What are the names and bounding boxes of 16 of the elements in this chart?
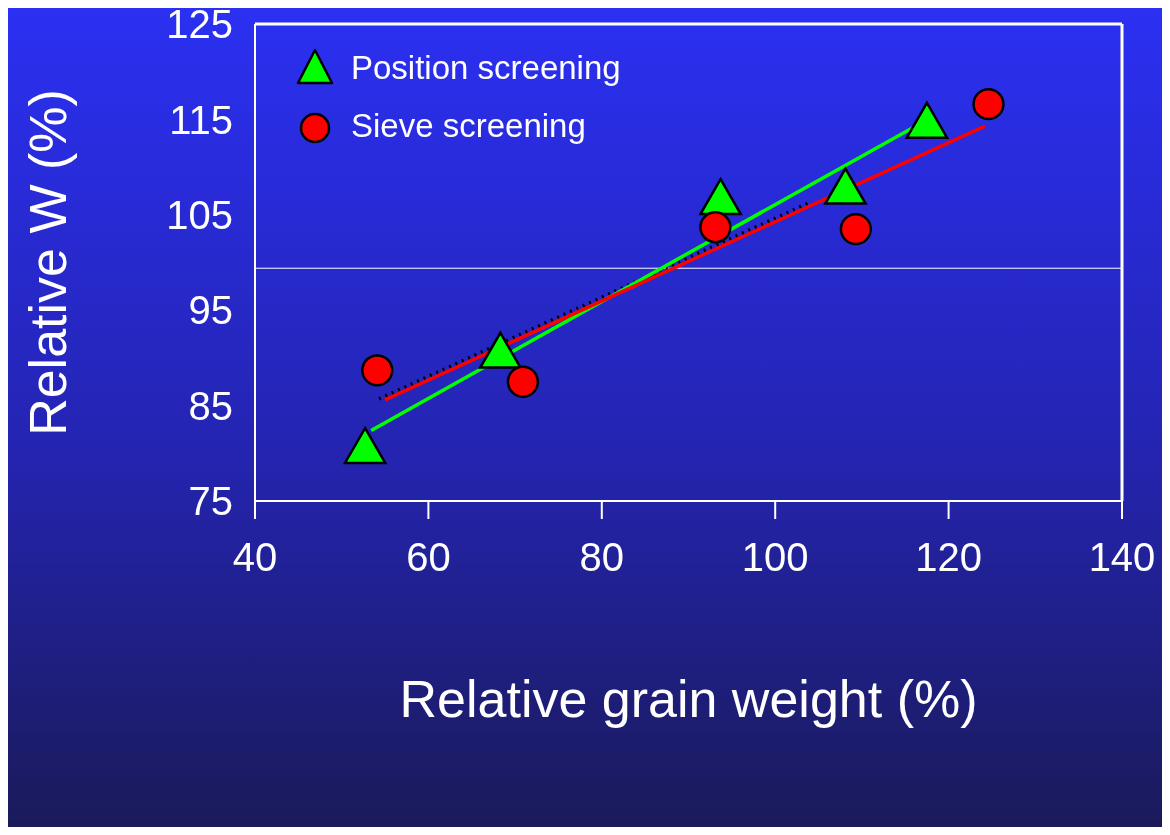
x-tick-label: 80 — [579, 535, 625, 580]
y-tick-label: 105 — [166, 193, 233, 237]
y-tick-label: 125 — [166, 2, 233, 47]
x-tick-label: 120 — [915, 535, 982, 580]
y-axis-title: Relative W (%) — [19, 89, 78, 436]
x-tick-label: 60 — [406, 535, 451, 580]
y-tick-label: 75 — [188, 479, 233, 524]
legend-label: Position screening — [351, 49, 621, 87]
x-tick-label: 40 — [232, 535, 278, 580]
x-tick-label: 140 — [1088, 535, 1156, 580]
y-tick-label: 95 — [188, 288, 233, 333]
y-tick-label: 85 — [188, 383, 233, 428]
x-axis-title: Relative grain weight (%) — [399, 670, 978, 728]
y-tick-label: 115 — [169, 97, 233, 142]
x-tick-label: 100 — [741, 535, 809, 580]
legend-label: Sieve screening — [351, 107, 586, 145]
